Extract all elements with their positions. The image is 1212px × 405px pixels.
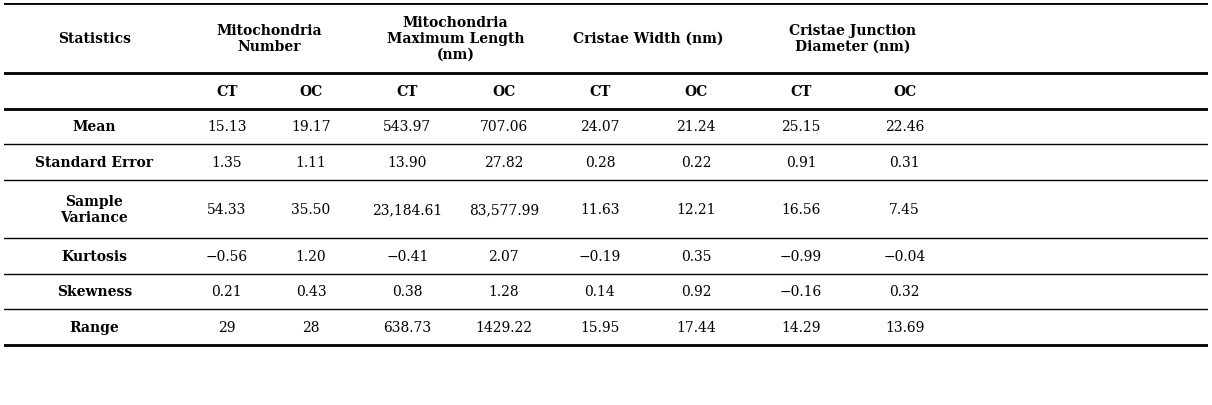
Text: Range: Range — [69, 320, 119, 335]
Text: Kurtosis: Kurtosis — [62, 249, 127, 263]
Text: 83,577.99: 83,577.99 — [469, 202, 539, 216]
Text: 0.38: 0.38 — [393, 285, 423, 299]
Text: 13.90: 13.90 — [388, 156, 427, 170]
Text: Standard Error: Standard Error — [35, 156, 154, 170]
Text: OC: OC — [893, 85, 916, 98]
Text: Mitochondria
Number: Mitochondria Number — [216, 24, 321, 54]
Text: OC: OC — [492, 85, 515, 98]
Text: 23,184.61: 23,184.61 — [372, 202, 442, 216]
Text: −0.04: −0.04 — [884, 249, 926, 263]
Text: 15.13: 15.13 — [207, 120, 246, 134]
Text: 543.97: 543.97 — [383, 120, 431, 134]
Text: 11.63: 11.63 — [581, 202, 619, 216]
Text: 35.50: 35.50 — [291, 202, 331, 216]
Text: CT: CT — [790, 85, 812, 98]
Text: 0.92: 0.92 — [681, 285, 711, 299]
Text: 1.20: 1.20 — [296, 249, 326, 263]
Text: Mean: Mean — [73, 120, 116, 134]
Text: 0.31: 0.31 — [890, 156, 920, 170]
Text: −0.56: −0.56 — [206, 249, 248, 263]
Text: OC: OC — [299, 85, 322, 98]
Text: Skewness: Skewness — [57, 285, 132, 299]
Text: Cristae Junction
Diameter (nm): Cristae Junction Diameter (nm) — [789, 24, 916, 54]
Text: Cristae Width (nm): Cristae Width (nm) — [573, 32, 724, 46]
Text: 0.91: 0.91 — [785, 156, 817, 170]
Text: Mitochondria
Maximum Length
(nm): Mitochondria Maximum Length (nm) — [387, 16, 525, 62]
Text: −0.19: −0.19 — [579, 249, 621, 263]
Text: 1.35: 1.35 — [212, 156, 242, 170]
Text: −0.41: −0.41 — [387, 249, 429, 263]
Text: OC: OC — [685, 85, 708, 98]
Text: 0.21: 0.21 — [212, 285, 242, 299]
Text: 0.14: 0.14 — [584, 285, 616, 299]
Text: 15.95: 15.95 — [581, 320, 619, 335]
Text: 2.07: 2.07 — [488, 249, 519, 263]
Text: 0.22: 0.22 — [681, 156, 711, 170]
Text: 21.24: 21.24 — [676, 120, 716, 134]
Text: 0.35: 0.35 — [681, 249, 711, 263]
Text: 24.07: 24.07 — [581, 120, 619, 134]
Text: 29: 29 — [218, 320, 235, 335]
Text: 638.73: 638.73 — [383, 320, 431, 335]
Text: Sample
Variance: Sample Variance — [61, 194, 128, 224]
Text: CT: CT — [396, 85, 418, 98]
Text: 17.44: 17.44 — [676, 320, 716, 335]
Text: 1.11: 1.11 — [296, 156, 326, 170]
Text: 54.33: 54.33 — [207, 202, 246, 216]
Text: 16.56: 16.56 — [782, 202, 821, 216]
Text: −0.99: −0.99 — [781, 249, 822, 263]
Text: 28: 28 — [302, 320, 320, 335]
Text: 12.21: 12.21 — [676, 202, 716, 216]
Text: 13.69: 13.69 — [885, 320, 925, 335]
Text: CT: CT — [216, 85, 238, 98]
Text: 0.43: 0.43 — [296, 285, 326, 299]
Text: 27.82: 27.82 — [484, 156, 524, 170]
Text: 1429.22: 1429.22 — [475, 320, 532, 335]
Text: 0.32: 0.32 — [890, 285, 920, 299]
Text: 19.17: 19.17 — [291, 120, 331, 134]
Text: −0.16: −0.16 — [779, 285, 822, 299]
Text: Statistics: Statistics — [58, 32, 131, 46]
Text: 7.45: 7.45 — [890, 202, 920, 216]
Text: 22.46: 22.46 — [885, 120, 925, 134]
Text: CT: CT — [589, 85, 611, 98]
Text: 14.29: 14.29 — [782, 320, 821, 335]
Text: 1.28: 1.28 — [488, 285, 519, 299]
Text: 0.28: 0.28 — [584, 156, 616, 170]
Text: 707.06: 707.06 — [480, 120, 527, 134]
Text: 25.15: 25.15 — [782, 120, 821, 134]
